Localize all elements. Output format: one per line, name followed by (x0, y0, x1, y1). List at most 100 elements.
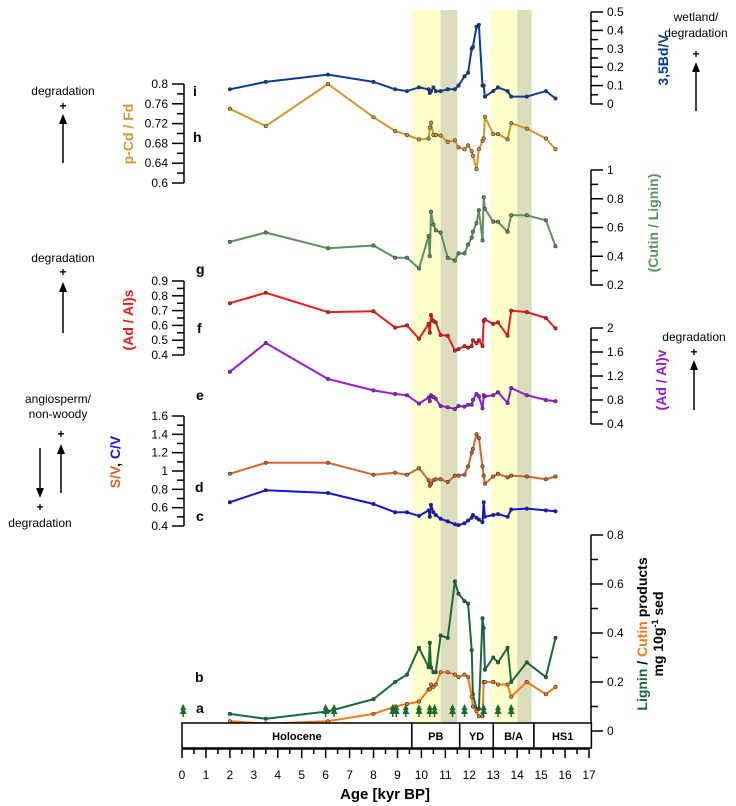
series-layer (227, 22, 558, 726)
tick-label: 0.3 (607, 42, 624, 56)
data-point (428, 502, 433, 507)
tick-label: 0 (607, 724, 614, 738)
tick-label: 0.6 (607, 577, 624, 591)
tick-label: 0.4 (607, 249, 624, 263)
unit-sup: -1 (650, 619, 660, 627)
data-point (227, 711, 232, 716)
data-point (482, 679, 487, 684)
data-point (263, 290, 268, 295)
tick-label: 0.2 (607, 675, 624, 689)
x-tick-label: 13 (487, 768, 501, 782)
data-point (474, 341, 479, 346)
x-tick-label: 15 (534, 768, 548, 782)
data-point (456, 675, 461, 680)
data-point (543, 218, 548, 223)
data-point (509, 94, 514, 99)
data-point (325, 460, 330, 465)
data-point (482, 481, 487, 486)
data-point (543, 477, 548, 482)
axis-title-dc: S/V, C/V (107, 435, 123, 488)
tick-label: 0.1 (607, 79, 624, 93)
data-point (428, 312, 433, 317)
data-point (445, 479, 450, 484)
data-point (553, 326, 558, 331)
data-point (466, 345, 471, 350)
data-point (481, 473, 486, 478)
data-point (470, 446, 475, 451)
data-point (404, 472, 409, 477)
data-point (491, 219, 496, 224)
data-point (416, 336, 421, 341)
data-point (325, 376, 330, 381)
data-point (466, 518, 471, 523)
data-point (482, 114, 487, 119)
data-point (433, 396, 438, 401)
data-point (452, 258, 457, 263)
y-axis-f: 0.40.50.60.70.80.9 (151, 274, 185, 362)
arrow-up-icon (690, 360, 698, 410)
tree-crown (426, 707, 434, 714)
data-point (474, 709, 479, 714)
data-point (509, 694, 514, 699)
x-tick-label: 4 (274, 768, 281, 782)
x-tick-label: 1 (203, 768, 210, 782)
data-point (476, 22, 481, 27)
data-point (470, 338, 475, 343)
data-point (404, 323, 409, 328)
axis-title-f: (Ad / Al)s (120, 289, 136, 350)
data-point (509, 679, 514, 684)
band-yellow-1 (411, 10, 441, 748)
annotation-wetland-line2: degradation (664, 26, 727, 40)
data-point (469, 149, 474, 154)
data-point (524, 474, 529, 479)
period-box (458, 722, 494, 749)
axis-title-slash: / (634, 657, 650, 669)
data-point (431, 684, 436, 689)
tree-crown (415, 707, 423, 714)
data-point (438, 332, 443, 337)
tree-crown (507, 707, 515, 714)
period-label: YD (469, 731, 484, 743)
tree-markers (179, 704, 515, 717)
data-point (438, 516, 443, 521)
tick-label: 1 (161, 464, 168, 478)
x-tick-label: 17 (582, 768, 596, 782)
series-b-cutin (227, 670, 558, 726)
data-point (445, 635, 450, 640)
data-point (553, 684, 558, 689)
arrow-up-icon (59, 282, 67, 333)
series-d-s-v (227, 432, 558, 488)
data-point (404, 255, 409, 260)
data-point (462, 472, 467, 477)
data-point (543, 508, 548, 513)
data-point (263, 716, 268, 721)
data-point (476, 706, 481, 711)
data-point (427, 687, 432, 692)
data-point (433, 89, 438, 94)
axis-title-lignin: Lignin (634, 669, 650, 711)
data-point (470, 153, 475, 158)
data-point (543, 692, 548, 697)
data-point (505, 645, 510, 650)
tree-crown (461, 707, 469, 714)
period-box (411, 722, 461, 749)
data-point (371, 115, 376, 120)
data-point (495, 320, 500, 325)
data-point (416, 266, 421, 271)
data-point (474, 391, 479, 396)
period-pb: PB (411, 722, 461, 749)
series-c-c-v (227, 488, 558, 528)
data-point (553, 147, 558, 152)
data-point (325, 82, 330, 87)
tree-crown (480, 707, 488, 714)
series-e--ad-al-v (227, 340, 558, 411)
axis-title-cutin: Cutin (634, 621, 650, 657)
data-point (452, 672, 457, 677)
data-point (416, 401, 421, 406)
tree-icon (392, 704, 400, 717)
data-point (509, 213, 514, 218)
tree-icon (507, 704, 515, 717)
axis-title-i: 3,5Bd/V (655, 34, 671, 86)
data-point (495, 512, 500, 517)
